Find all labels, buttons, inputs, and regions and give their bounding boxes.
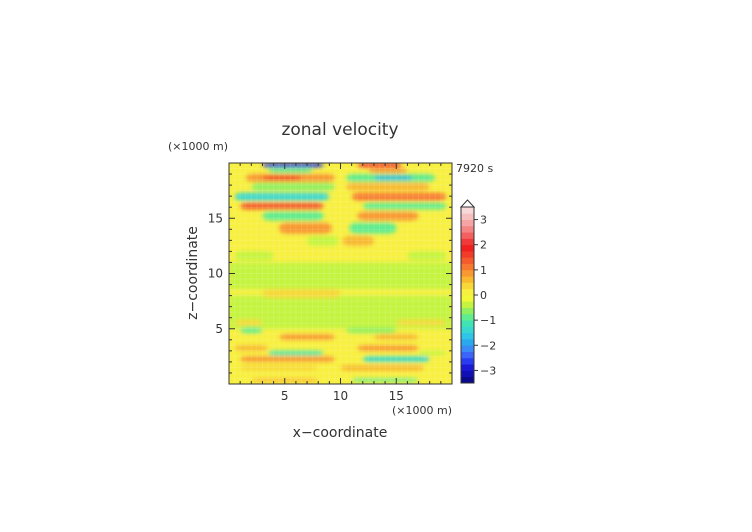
velocity-band bbox=[240, 356, 335, 362]
velocity-band bbox=[396, 319, 447, 326]
velocity-band bbox=[362, 356, 430, 362]
colorbar-tick-label: −1 bbox=[480, 314, 496, 327]
colorbar-swatch bbox=[461, 357, 474, 365]
y-axis-label: z−coordinate bbox=[185, 226, 201, 320]
colorbar-swatch bbox=[461, 364, 474, 371]
colorbar-swatch bbox=[461, 288, 474, 296]
velocity-band bbox=[357, 163, 402, 168]
colorbar-swatch bbox=[461, 307, 474, 315]
colorbar-tick-label: 1 bbox=[480, 264, 487, 277]
colorbar-swatch bbox=[461, 238, 474, 246]
axis-ticks: 5 10 15 5 10 15 bbox=[208, 162, 453, 403]
velocity-band bbox=[342, 235, 374, 246]
colorbar-swatch bbox=[461, 313, 474, 321]
chart-title: zonal velocity bbox=[281, 120, 398, 140]
colorbar-swatch bbox=[461, 326, 474, 334]
velocity-band bbox=[251, 182, 335, 191]
x-tick-label: 5 bbox=[281, 389, 289, 403]
x-tick-label: 15 bbox=[389, 389, 404, 403]
velocity-band bbox=[349, 222, 397, 234]
velocity-band bbox=[234, 192, 330, 201]
colorbar-tick-label: 3 bbox=[480, 214, 487, 227]
colorbar-extend-arrow bbox=[459, 199, 476, 208]
colorbar-swatch bbox=[461, 219, 474, 227]
x-axis-label: x−coordinate bbox=[293, 425, 388, 441]
time-label: 7920 s bbox=[456, 162, 493, 175]
x-tick-label: 10 bbox=[333, 389, 348, 403]
colorbar-swatch bbox=[461, 295, 474, 302]
colorbar-swatch bbox=[461, 251, 474, 258]
velocity-band bbox=[262, 163, 324, 168]
velocity-band bbox=[307, 235, 339, 246]
velocity-band bbox=[362, 202, 447, 210]
velocity-band bbox=[346, 327, 397, 334]
colorbar-swatch bbox=[461, 207, 474, 214]
velocity-band bbox=[229, 300, 308, 314]
velocity-band bbox=[340, 365, 425, 371]
velocity-band bbox=[234, 251, 274, 261]
colorbar-swatch bbox=[461, 332, 474, 340]
colorbar-swatch bbox=[461, 376, 474, 384]
velocity-band bbox=[268, 350, 324, 356]
velocity-band bbox=[234, 319, 263, 326]
colorbar-swatch bbox=[461, 263, 474, 271]
fine-grid bbox=[229, 163, 452, 384]
velocity-band bbox=[262, 176, 302, 180]
velocity-band bbox=[357, 211, 419, 221]
colorbar-swatch bbox=[461, 269, 474, 277]
colorbar-swatch bbox=[461, 276, 474, 283]
y-tick-label: 5 bbox=[215, 322, 223, 336]
velocity-band bbox=[357, 345, 419, 351]
y-unit-label: (×1000 m) bbox=[168, 140, 228, 153]
colorbar-swatch bbox=[461, 301, 474, 308]
velocity-band bbox=[240, 327, 263, 334]
velocity-band bbox=[234, 271, 263, 285]
colorbar-swatch bbox=[461, 232, 474, 239]
velocity-band bbox=[279, 222, 332, 234]
velocity-band bbox=[373, 176, 413, 180]
colorbar-swatch bbox=[461, 351, 474, 359]
plot-area: 5 10 15 5 10 15 bbox=[208, 162, 453, 403]
colorbar-tick-label: −2 bbox=[480, 339, 496, 352]
velocity-band bbox=[262, 211, 324, 221]
velocity-band bbox=[240, 202, 324, 210]
colorbar-tick-label: 0 bbox=[480, 289, 487, 302]
velocity-band bbox=[346, 182, 430, 191]
velocity-band bbox=[351, 271, 408, 285]
y-tick-label: 15 bbox=[208, 211, 223, 225]
colorbar: −3 −2 −1 0 1 2 3 bbox=[459, 199, 496, 384]
velocity-band bbox=[234, 345, 269, 351]
colorbar-swatch bbox=[461, 345, 474, 352]
velocity-band bbox=[418, 350, 447, 356]
colorbar-swatch bbox=[461, 320, 474, 327]
colorbar-tick-label: −3 bbox=[480, 364, 496, 377]
velocity-band bbox=[262, 288, 341, 298]
colorbar-swatch bbox=[461, 370, 474, 378]
colorbar-swatch bbox=[461, 213, 474, 220]
velocity-band bbox=[301, 271, 335, 285]
velocity-band bbox=[279, 334, 335, 340]
colorbar-swatch bbox=[461, 257, 474, 264]
colorbar-swatch bbox=[461, 282, 474, 290]
velocity-band bbox=[351, 192, 447, 201]
velocity-band bbox=[407, 251, 447, 261]
velocity-band bbox=[240, 365, 319, 371]
velocity-band bbox=[368, 168, 408, 173]
x-unit-label: (×1000 m) bbox=[392, 404, 452, 417]
velocity-band bbox=[268, 168, 313, 173]
velocity-band bbox=[351, 300, 408, 314]
band-background bbox=[229, 262, 452, 289]
velocity-bands bbox=[229, 163, 452, 382]
colorbar-tick-label: 2 bbox=[480, 239, 487, 252]
colorbar-swatch bbox=[461, 339, 474, 346]
velocity-band bbox=[351, 378, 419, 382]
velocity-band bbox=[373, 334, 419, 340]
y-tick-label: 10 bbox=[208, 267, 223, 281]
colorbar-swatch bbox=[461, 225, 474, 233]
colorbar-swatch bbox=[461, 244, 474, 252]
